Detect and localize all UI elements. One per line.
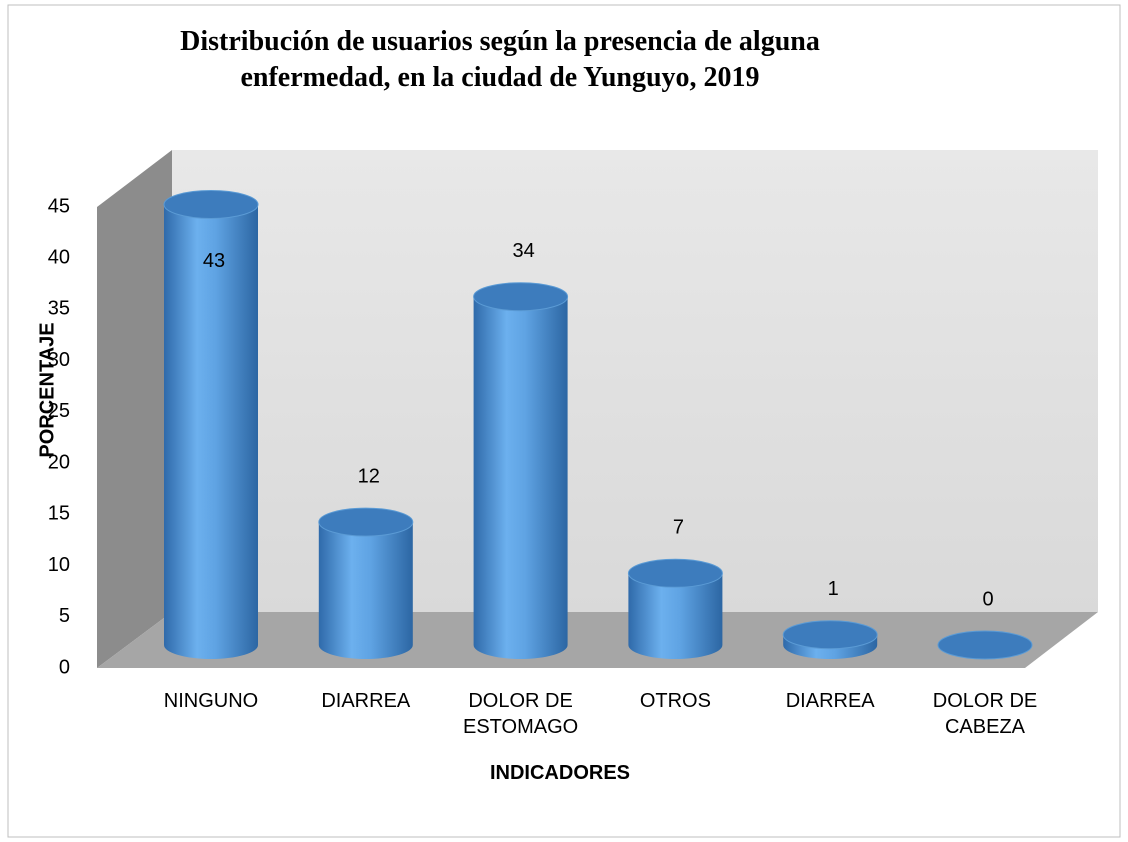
chart-border	[7, 4, 1121, 838]
x-tick-label: DIARREA	[785, 690, 875, 712]
back-wall	[172, 150, 1098, 612]
cylinder-top	[163, 189, 259, 219]
cylinder-body	[164, 204, 258, 659]
x-tick-label: NINGUNO	[163, 690, 259, 712]
cylinder-body	[473, 296, 568, 659]
x-tick-label: DOLOR DE ESTOMAGO	[462, 690, 579, 738]
value-label: 0	[982, 588, 993, 610]
y-tick-label: 25	[48, 400, 70, 422]
y-axis-label: PORCENTAJE	[36, 322, 58, 457]
y-tick-label: 5	[59, 605, 70, 627]
cylinder-top	[318, 507, 414, 537]
x-axis-label: INDICADORES	[489, 762, 630, 784]
cylinder-top	[782, 620, 878, 650]
value-label: 34	[512, 240, 534, 262]
x-tick-label: OTROS	[639, 690, 711, 712]
y-tick-label: 40	[48, 247, 70, 269]
y-tick-label: 0	[59, 656, 70, 678]
x-tick-label: DOLOR DE CABEZA	[932, 690, 1038, 738]
cylinder-body	[318, 522, 413, 659]
cylinder-top	[937, 630, 1033, 660]
value-label: 7	[673, 517, 684, 539]
y-tick-label: 45	[48, 195, 70, 217]
y-tick-label: 20	[48, 451, 70, 473]
y-tick-label: 30	[48, 349, 70, 371]
value-label: 43	[203, 250, 225, 272]
x-tick-label: DIARREA	[321, 690, 411, 712]
cylinder-top	[627, 558, 723, 588]
value-label: 12	[358, 465, 380, 487]
cylinder-body	[628, 573, 723, 659]
y-tick-label: 10	[48, 554, 70, 576]
value-label: 1	[828, 578, 839, 600]
cylinder-top	[473, 282, 569, 312]
y-tick-label: 35	[48, 298, 70, 320]
side-wall	[97, 150, 172, 668]
chart-title: Distribución de usuarios según la presen…	[180, 26, 820, 93]
y-tick-label: 15	[48, 503, 70, 525]
